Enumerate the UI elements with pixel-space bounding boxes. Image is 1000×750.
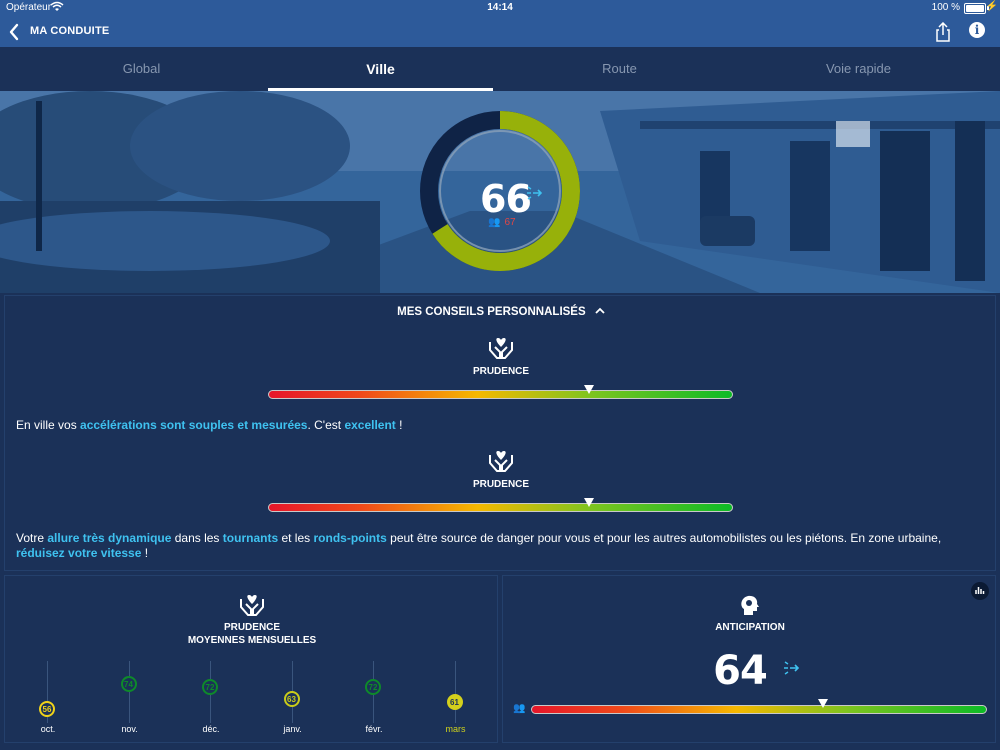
month-label: oct. bbox=[40, 724, 56, 734]
average-value: 67 bbox=[504, 217, 516, 228]
advice-text: Votre allure très dynamique dans les tou… bbox=[16, 531, 976, 561]
bar-chart-icon[interactable] bbox=[971, 582, 989, 600]
anticipation-bar bbox=[531, 705, 987, 714]
carrier-label: Opérateur bbox=[6, 2, 52, 13]
city-street-background: 66 👥 67 bbox=[0, 91, 1000, 293]
body-text: ! bbox=[395, 418, 403, 432]
body-text: peut être source de danger pour vous et … bbox=[386, 531, 942, 545]
hands-heart-icon bbox=[240, 595, 264, 616]
trend-arrow-icon bbox=[784, 661, 800, 675]
month-column: 61 mars bbox=[431, 661, 481, 741]
highlight-text: accélérations sont souples et mesurées bbox=[80, 418, 308, 432]
highlight-text: tournants bbox=[222, 531, 279, 545]
tab-bar: Global Ville Route Voie rapide bbox=[0, 47, 1000, 91]
body-text: ! bbox=[141, 546, 149, 560]
back-chevron-icon[interactable] bbox=[8, 22, 20, 42]
anticipation-card: ANTICIPATION 64 👥 bbox=[502, 575, 996, 743]
month-label: déc. bbox=[202, 724, 220, 734]
anticipation-title: ANTICIPATION bbox=[715, 622, 785, 633]
page-title: MA CONDUITE bbox=[30, 25, 110, 37]
monthly-title-line1: PRUDENCE bbox=[223, 622, 281, 633]
highlight-text: ronds-points bbox=[313, 531, 387, 545]
anticipation-score-value: 64 bbox=[713, 648, 768, 694]
month-label: mars bbox=[445, 724, 466, 734]
month-column: 72 déc. bbox=[186, 661, 236, 741]
anticipation-marker bbox=[817, 699, 828, 708]
highlight-text: excellent bbox=[344, 418, 396, 432]
hands-heart-icon bbox=[489, 451, 513, 472]
month-stem bbox=[47, 661, 48, 723]
city-score: 66 bbox=[480, 177, 532, 221]
advice-title: MES CONSEILS PERSONNALISÉS bbox=[397, 306, 586, 318]
month-value-dot: 72 bbox=[202, 678, 218, 695]
community-average: 👥 67 bbox=[488, 217, 516, 228]
month-column: 72 févr. bbox=[349, 661, 399, 741]
body-text: En ville vos bbox=[16, 418, 81, 432]
people-icon: 👥 bbox=[513, 703, 526, 714]
tab-global[interactable]: Global bbox=[122, 61, 161, 76]
chevron-up-icon[interactable] bbox=[595, 307, 605, 315]
highlight-text: réduisez votre vitesse bbox=[16, 546, 142, 560]
share-icon[interactable] bbox=[934, 22, 952, 42]
body-text: et les bbox=[278, 531, 314, 545]
prudence-marker bbox=[583, 385, 594, 394]
battery-icon bbox=[964, 3, 986, 14]
prudence-marker bbox=[583, 498, 594, 507]
prudence-bar bbox=[268, 503, 733, 512]
month-stem bbox=[454, 661, 456, 723]
head-gears-icon bbox=[741, 595, 759, 615]
month-value-dot: 61 bbox=[446, 694, 463, 711]
battery-tip bbox=[987, 6, 989, 10]
body-text: dans les bbox=[171, 531, 223, 545]
body-text: . C'est bbox=[307, 418, 345, 432]
month-label: janv. bbox=[283, 724, 302, 734]
criterion-label: PRUDENCE bbox=[472, 366, 530, 377]
month-value-dot: 56 bbox=[39, 700, 55, 717]
monthly-title-line2: MOYENNES MENSUELLES bbox=[187, 635, 317, 646]
tab-ville[interactable]: Ville bbox=[268, 47, 493, 91]
month-value-dot: 72 bbox=[365, 678, 381, 695]
people-icon: 👥 bbox=[488, 217, 501, 228]
hands-heart-icon bbox=[489, 338, 513, 359]
month-value-dot: 74 bbox=[120, 676, 137, 693]
month-label: nov. bbox=[121, 724, 138, 734]
highlight-text: allure très dynamique bbox=[47, 531, 172, 545]
anticipation-score: 64 bbox=[503, 648, 997, 694]
advice-header[interactable]: MES CONSEILS PERSONNALISÉS bbox=[5, 306, 997, 318]
monthly-averages-card: PRUDENCE MOYENNES MENSUELLES 56 oct. 74 nov… bbox=[4, 575, 498, 743]
clock: 14:14 bbox=[487, 2, 513, 13]
body-text: Votre bbox=[16, 531, 48, 545]
criterion-label: PRUDENCE bbox=[472, 479, 530, 490]
tab-route[interactable]: Route bbox=[602, 61, 637, 76]
advice-text: En ville vos accélérations sont souples … bbox=[16, 418, 976, 433]
tab-voie-rapide[interactable]: Voie rapide bbox=[825, 61, 892, 76]
month-column: 56 oct. bbox=[23, 661, 73, 741]
score-gauge bbox=[420, 111, 580, 271]
info-icon[interactable]: i bbox=[969, 22, 985, 38]
monthly-title: PRUDENCE MOYENNES MENSUELLES bbox=[5, 621, 499, 647]
advice-panel: MES CONSEILS PERSONNALISÉS PRUDENCE En v… bbox=[4, 295, 996, 571]
nav-bar: MA CONDUITE i bbox=[0, 16, 1000, 47]
month-label: févr. bbox=[365, 724, 383, 734]
trend-arrow-icon bbox=[527, 186, 543, 200]
wifi-icon bbox=[50, 1, 64, 11]
month-column: 63 janv. bbox=[268, 661, 318, 741]
battery-percent: 100 % bbox=[931, 2, 960, 13]
month-column: 74 nov. bbox=[105, 661, 155, 741]
prudence-bar bbox=[268, 390, 733, 399]
month-value-dot: 63 bbox=[283, 691, 300, 708]
status-bar: Opérateur 14:14 100 % ⚡ bbox=[0, 0, 1000, 16]
charging-icon: ⚡ bbox=[985, 1, 998, 12]
